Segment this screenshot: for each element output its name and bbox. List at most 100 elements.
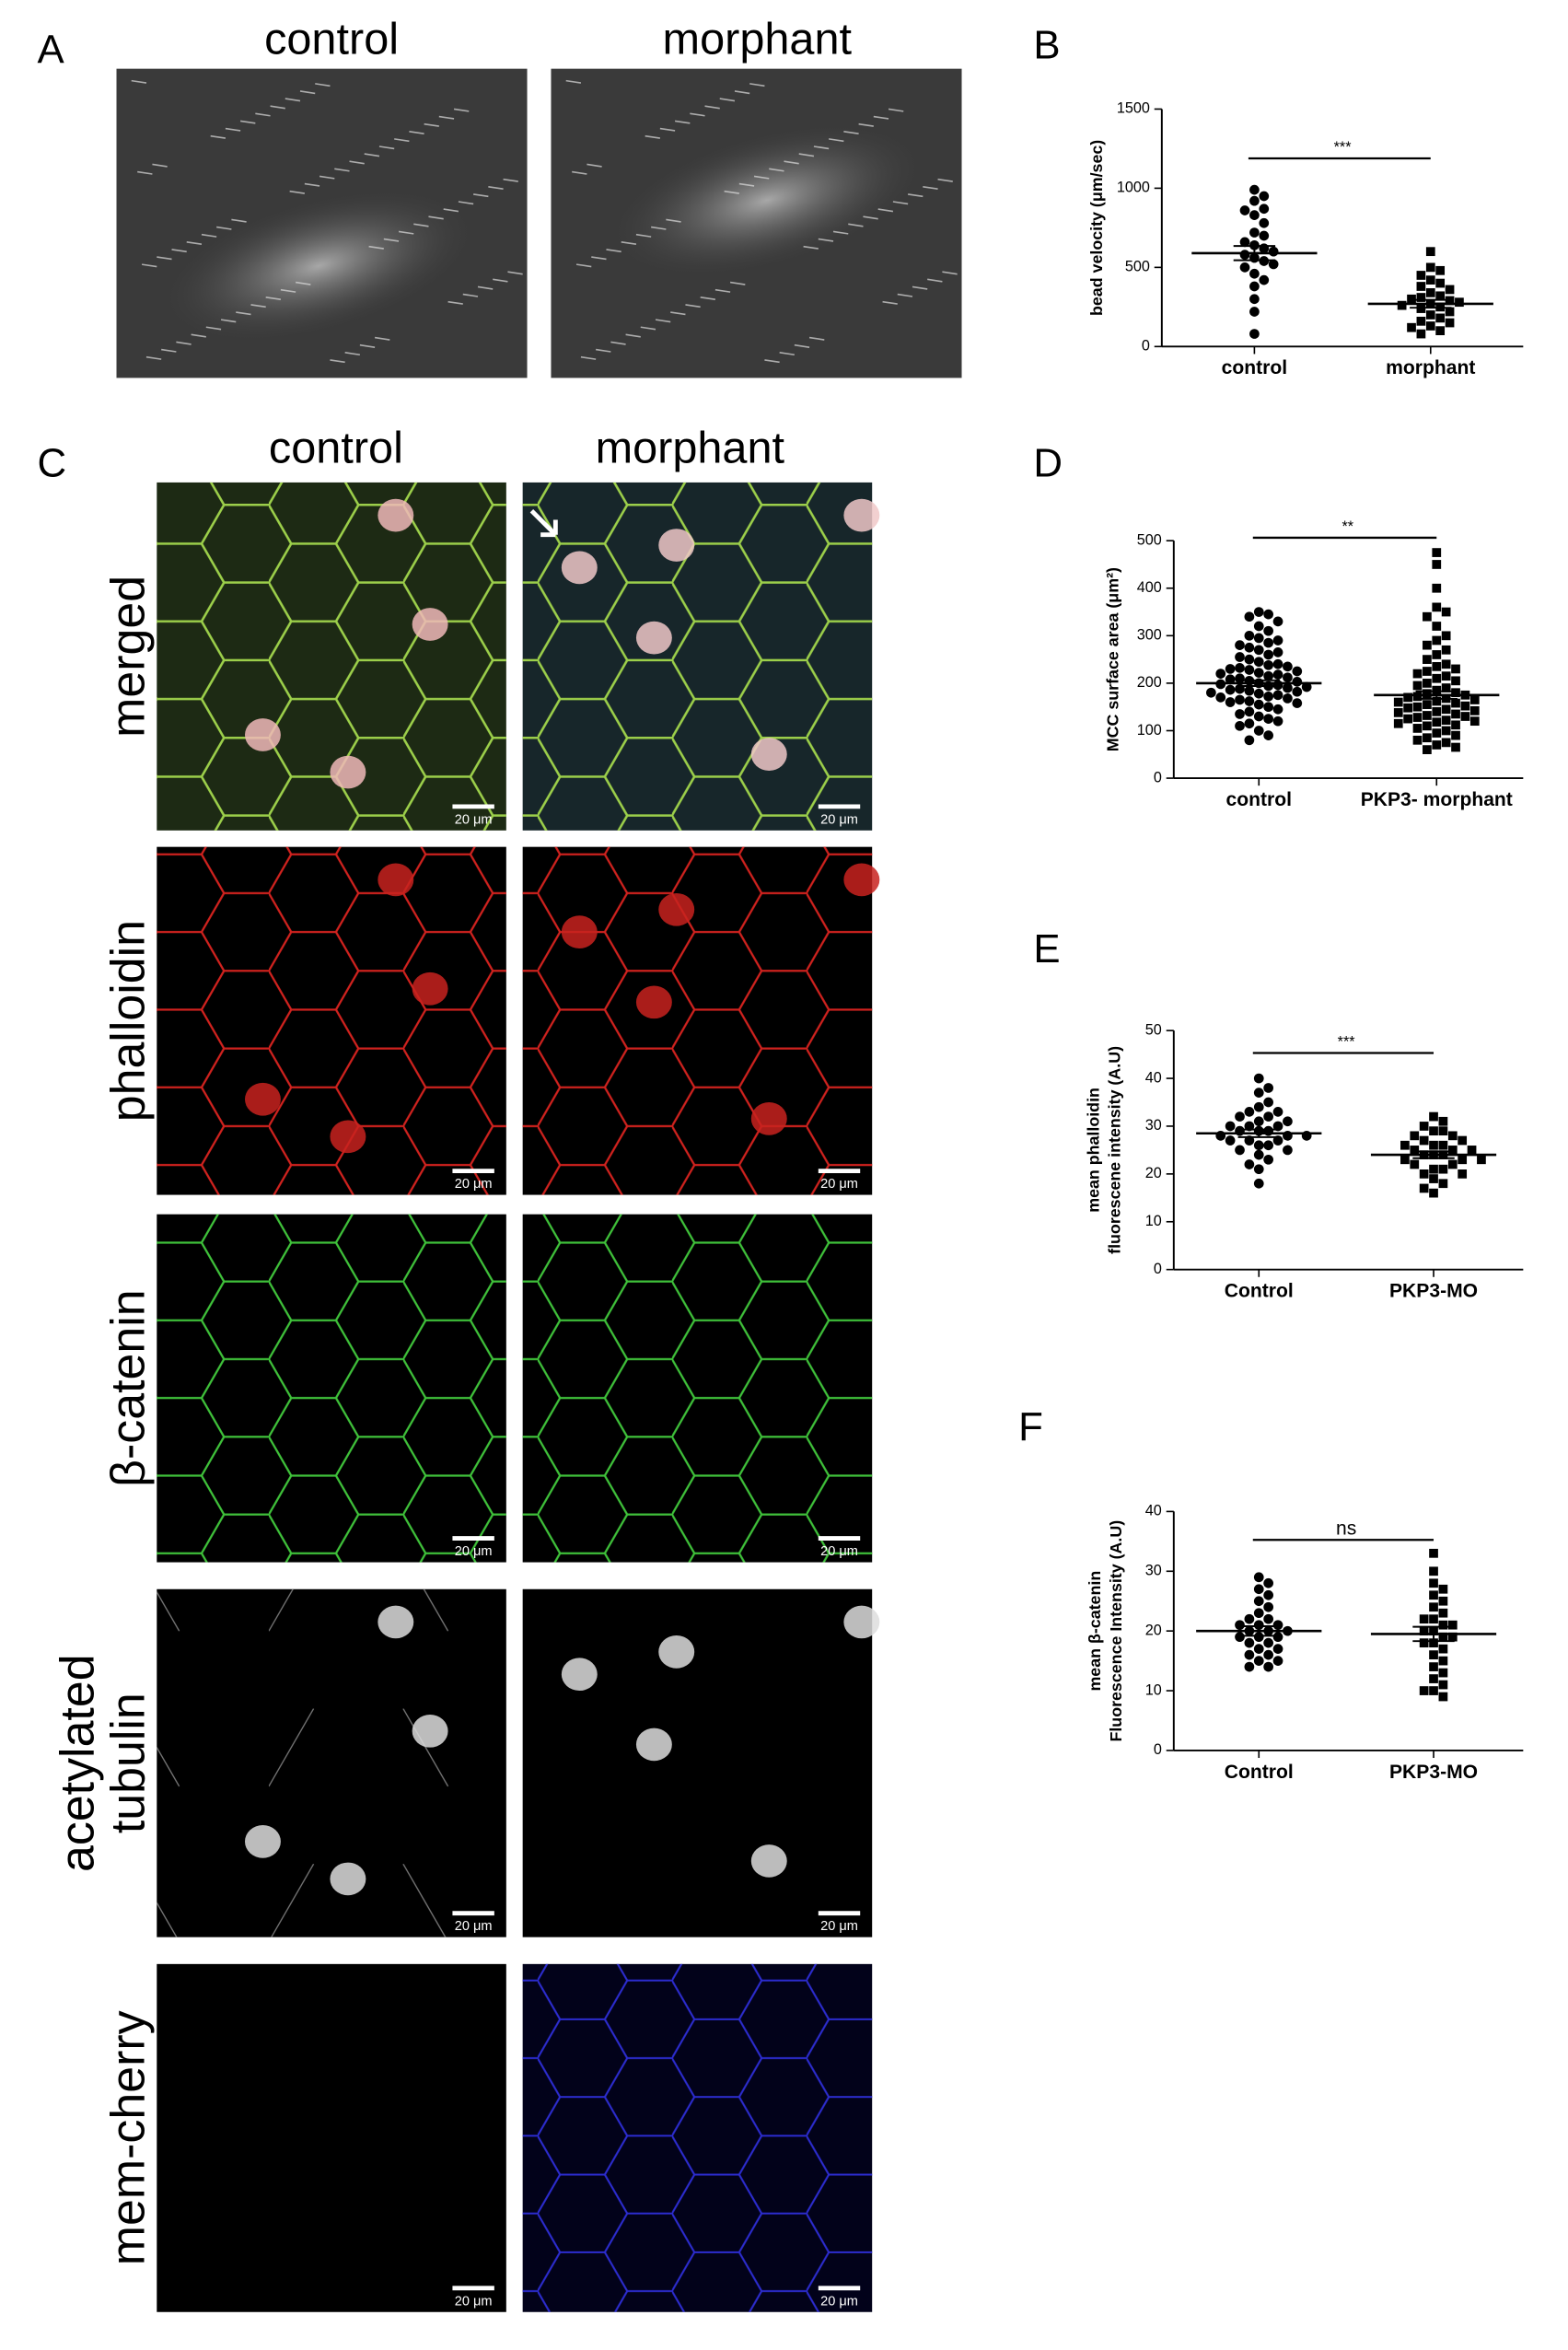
data-point bbox=[1225, 674, 1236, 685]
data-point bbox=[1393, 697, 1403, 707]
bead-streak bbox=[749, 83, 765, 87]
bead-streak bbox=[137, 170, 153, 175]
data-point bbox=[1441, 683, 1451, 692]
error-bar bbox=[1412, 1625, 1455, 1643]
data-point bbox=[1272, 647, 1283, 657]
y-axis-label: bead velocity (μm/sec) bbox=[1087, 140, 1106, 316]
y-axis-label: Fluorescence Intensity (A.U) bbox=[1107, 1520, 1125, 1742]
data-point bbox=[1244, 1107, 1255, 1117]
data-point bbox=[1403, 714, 1412, 724]
ciliated-cell bbox=[377, 498, 414, 532]
data-point bbox=[1423, 689, 1432, 699]
bead-streak bbox=[368, 245, 384, 250]
y-tick-label: 30 bbox=[1145, 1563, 1162, 1579]
data-point bbox=[1272, 715, 1283, 727]
data-point bbox=[1438, 1584, 1448, 1594]
data-point bbox=[1423, 640, 1432, 650]
data-point bbox=[1423, 733, 1432, 743]
bead-streak bbox=[210, 134, 226, 139]
bead-streak bbox=[808, 336, 825, 341]
data-point bbox=[1215, 692, 1226, 703]
data-point bbox=[1244, 685, 1255, 696]
data-point bbox=[1235, 1632, 1245, 1643]
data-point bbox=[1425, 262, 1435, 273]
ciliated-cell bbox=[658, 1635, 695, 1669]
data-point bbox=[1239, 237, 1250, 248]
data-point bbox=[1429, 1614, 1438, 1624]
data-point bbox=[1253, 1164, 1264, 1175]
significance-label: *** bbox=[1334, 139, 1353, 156]
data-point bbox=[1451, 709, 1460, 719]
bead-streak bbox=[704, 105, 720, 110]
data-point bbox=[1477, 1155, 1486, 1165]
bead-streak bbox=[769, 168, 784, 172]
column-header: morphant bbox=[663, 14, 853, 64]
ciliated-cell bbox=[843, 863, 880, 897]
data-point bbox=[1235, 652, 1245, 662]
data-point bbox=[1249, 294, 1260, 305]
data-point bbox=[1451, 730, 1460, 740]
ciliated-cell bbox=[635, 985, 672, 1019]
data-point bbox=[1432, 728, 1442, 738]
data-point bbox=[1292, 698, 1303, 708]
data-point bbox=[1423, 711, 1432, 720]
data-point bbox=[1263, 1649, 1273, 1660]
ciliated-cell bbox=[244, 1082, 281, 1116]
data-point bbox=[1438, 1692, 1448, 1702]
data-point bbox=[1425, 247, 1435, 257]
data-point bbox=[1253, 1088, 1264, 1098]
data-point bbox=[1235, 720, 1245, 731]
data-point bbox=[1412, 713, 1423, 722]
bead-streak bbox=[877, 208, 894, 213]
data-point bbox=[1263, 1637, 1273, 1648]
data-point bbox=[1435, 313, 1446, 323]
y-axis-label: fluorescene intensity (A.U) bbox=[1105, 1046, 1123, 1254]
y-tick-label: 1000 bbox=[1117, 180, 1150, 196]
data-point bbox=[1429, 1174, 1438, 1183]
data-point bbox=[1438, 1116, 1448, 1126]
scale-bar-label: 20 μm bbox=[455, 812, 493, 827]
bead-streak bbox=[191, 333, 206, 338]
ciliated-cell bbox=[561, 915, 598, 948]
data-point bbox=[1244, 696, 1255, 706]
data-point bbox=[1438, 1179, 1448, 1189]
scale-bar-label: 20 μm bbox=[455, 1544, 493, 1559]
micrograph bbox=[522, 1588, 873, 1937]
data-point bbox=[1263, 1589, 1273, 1600]
data-point bbox=[1244, 1159, 1255, 1169]
bead-streak bbox=[349, 160, 365, 165]
bead-streak bbox=[255, 112, 271, 117]
bead-streak bbox=[764, 359, 780, 364]
bead-streak bbox=[892, 201, 909, 205]
bead-streak bbox=[942, 271, 958, 275]
bead-streak bbox=[882, 300, 898, 305]
ciliated-cell bbox=[635, 1728, 672, 1762]
data-point bbox=[1263, 1111, 1273, 1122]
bead-streak bbox=[923, 185, 938, 191]
ciliated-cell bbox=[658, 892, 695, 926]
bead-streak bbox=[690, 112, 705, 117]
ciliated-cell bbox=[244, 1825, 281, 1858]
y-tick-label: 40 bbox=[1145, 1069, 1162, 1086]
bead-streak bbox=[176, 341, 192, 345]
data-point bbox=[1235, 673, 1245, 684]
data-point bbox=[1432, 706, 1442, 716]
data-point bbox=[1432, 560, 1442, 569]
x-tick-label: control bbox=[1222, 357, 1287, 378]
error-bar bbox=[1410, 298, 1452, 309]
data-point bbox=[1447, 1131, 1458, 1141]
data-point bbox=[1283, 1116, 1293, 1127]
y-tick-label: 300 bbox=[1137, 627, 1162, 644]
data-point bbox=[1419, 1686, 1429, 1695]
data-point bbox=[1432, 650, 1442, 659]
bead-streak bbox=[462, 293, 479, 297]
data-point bbox=[1469, 705, 1480, 715]
data-point bbox=[1253, 1116, 1264, 1127]
data-point bbox=[1423, 721, 1432, 731]
bead-streak bbox=[655, 319, 671, 323]
data-point bbox=[1239, 250, 1250, 260]
bead-streak bbox=[453, 108, 470, 112]
data-point bbox=[1441, 645, 1451, 655]
bead-streak bbox=[473, 193, 489, 198]
